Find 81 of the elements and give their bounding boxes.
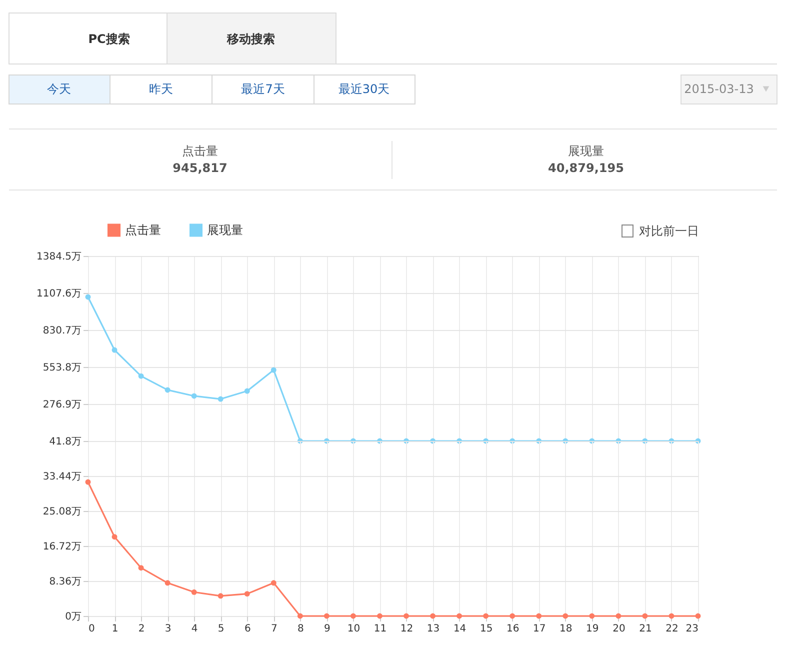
y-tick-label: 1107.6万 <box>36 288 82 300</box>
point <box>377 613 382 619</box>
x-tick-label: 6 <box>244 624 251 634</box>
text: 对比前一日 <box>639 224 699 238</box>
x-tick-label: 1 <box>112 624 118 634</box>
point <box>138 373 144 379</box>
point <box>270 367 276 373</box>
x-tick-label: 19 <box>586 624 599 634</box>
text: 昨天 <box>149 82 173 96</box>
text: 今天 <box>47 82 71 96</box>
x-tick-label: 0 <box>88 624 95 634</box>
x-tick-label: 8 <box>297 624 304 634</box>
text: 最近30天 <box>338 82 390 96</box>
y-tick-label: 830.7万 <box>42 326 82 336</box>
x-tick-label: 18 <box>560 624 572 634</box>
point <box>404 613 409 619</box>
point <box>218 396 224 402</box>
legend-label: 展现量 <box>207 223 243 238</box>
x-tick-label: 11 <box>374 624 387 634</box>
point <box>191 589 197 595</box>
x-tick-label: 20 <box>612 624 626 634</box>
y-tick-label: 276.9万 <box>42 400 82 410</box>
x-tick-label: 15 <box>480 624 493 634</box>
point <box>85 294 91 300</box>
point <box>324 613 330 619</box>
point <box>112 347 118 353</box>
text: PC搜索 <box>88 32 130 46</box>
point <box>616 613 622 619</box>
point <box>536 613 542 619</box>
point <box>270 580 276 586</box>
point <box>218 593 224 599</box>
y-tick-label: 0万 <box>65 612 82 622</box>
point <box>297 613 303 619</box>
x-tick-label: 3 <box>164 624 172 634</box>
text: 移动搜索 <box>226 32 275 46</box>
x-tick-label: 10 <box>347 624 360 634</box>
point <box>112 534 118 540</box>
point <box>244 388 250 394</box>
point <box>642 613 648 619</box>
text: 展现量 <box>568 144 604 158</box>
point <box>695 613 701 619</box>
point <box>589 613 595 619</box>
point <box>164 580 170 586</box>
point <box>350 613 356 619</box>
legend-label: 点击量 <box>125 223 161 238</box>
y-tick-label: 1384.5万 <box>36 252 82 262</box>
point <box>85 479 91 485</box>
y-tick-label: 41.8万 <box>49 436 82 448</box>
point <box>456 613 462 619</box>
text: 945,817 <box>172 161 228 175</box>
point <box>668 613 674 619</box>
y-tick-label: 8.36万 <box>49 576 82 588</box>
x-tick-label: 12 <box>400 624 414 634</box>
x-tick-label: 14 <box>453 624 466 634</box>
x-tick-label: 17 <box>533 624 546 634</box>
x-tick-label: 9 <box>324 624 330 634</box>
x-tick-label: 16 <box>506 624 520 634</box>
x-tick-label: 2 <box>138 624 145 634</box>
x-tick-label: 13 <box>426 624 440 634</box>
x-tick-label: 21 <box>639 624 652 634</box>
point <box>164 387 170 393</box>
text: 最近7天 <box>241 82 285 96</box>
point <box>430 613 436 619</box>
y-tick-label: 25.08万 <box>42 506 82 518</box>
x-tick-label: 5 <box>218 624 224 634</box>
x-tick-label: 4 <box>191 624 198 634</box>
point <box>244 591 250 597</box>
text: 点击量 <box>182 144 218 158</box>
point <box>191 393 197 399</box>
y-tick-label: 16.72万 <box>42 542 82 552</box>
point <box>510 613 516 619</box>
text: 2015-03-13 <box>684 82 754 96</box>
x-tick-label: 7 <box>270 624 278 634</box>
y-tick-label: 33.44万 <box>42 472 82 482</box>
x-tick-label: 23 <box>686 624 698 634</box>
y-tick-label: 553.8万 <box>42 362 82 374</box>
text: 40,879,195 <box>548 161 624 175</box>
x-tick-label: 22 <box>666 624 678 634</box>
point <box>138 565 144 571</box>
point <box>562 613 568 619</box>
point <box>483 613 489 619</box>
